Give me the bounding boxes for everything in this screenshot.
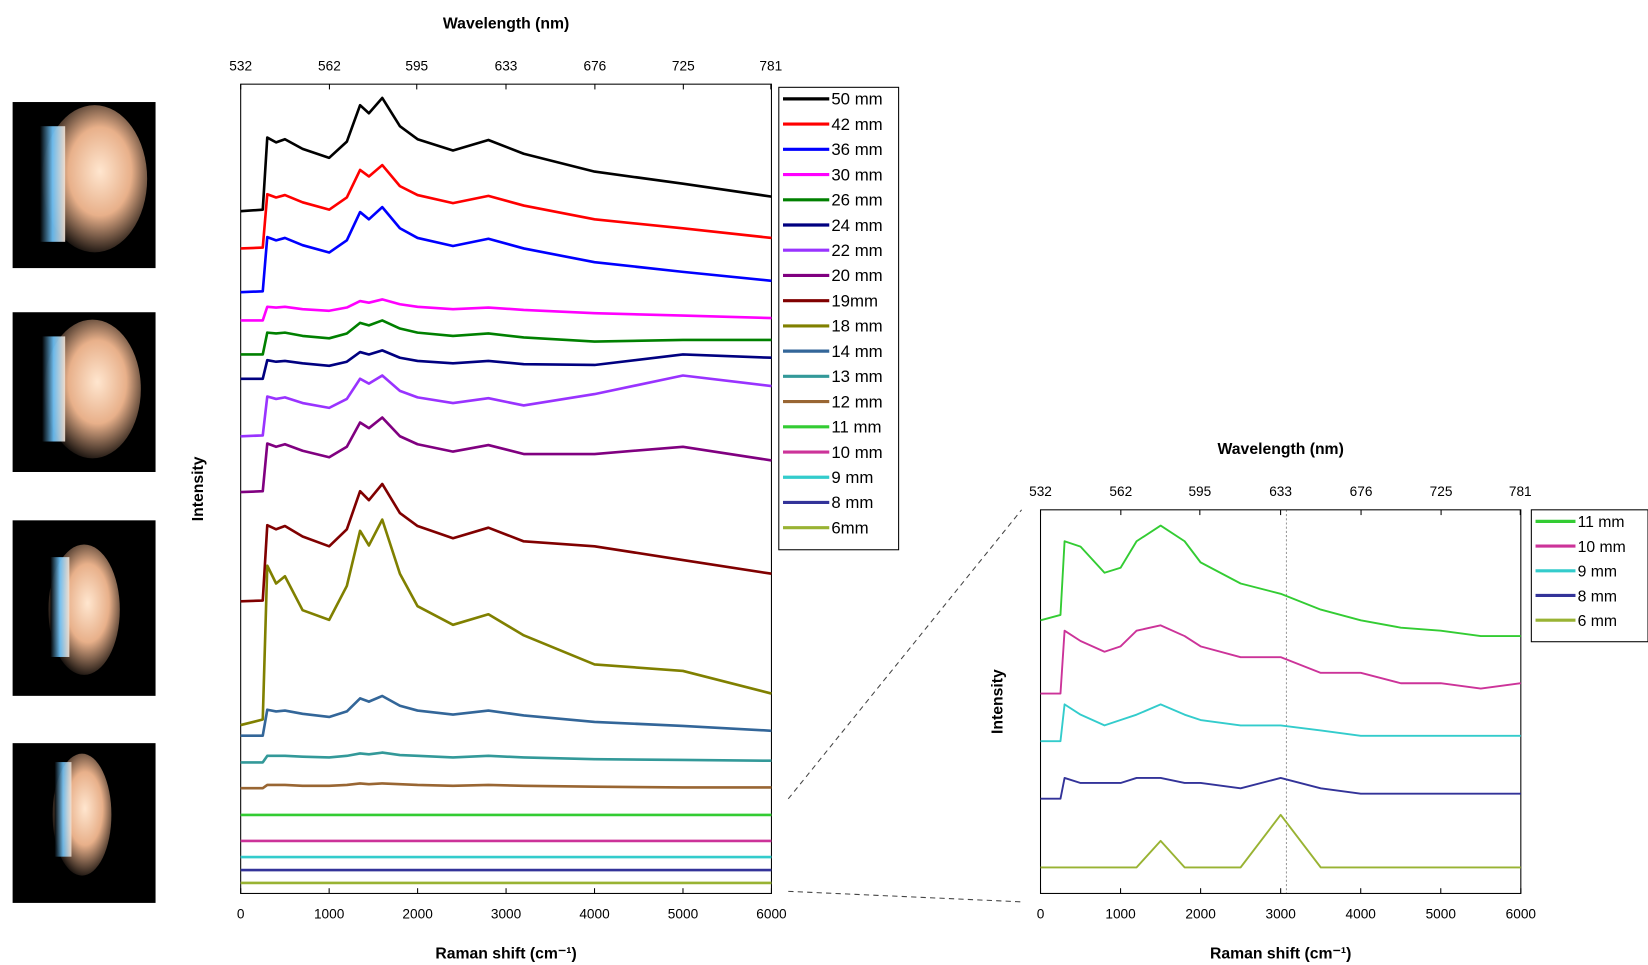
legend-label: 8 mm (831, 493, 873, 512)
x-tick-label: 5000 (1426, 907, 1457, 922)
x2-tick-label: 633 (1269, 484, 1292, 499)
x-tick-label: 5000 (668, 907, 699, 922)
photo-flame (39, 126, 66, 242)
x2-tick-label: 781 (1509, 484, 1532, 499)
series-line (240, 349, 772, 381)
legend-label: 6mm (831, 518, 868, 537)
y-axis-title: Intensity (990, 669, 1007, 734)
legend-label: 11 mm (831, 418, 881, 437)
series-line (240, 319, 772, 356)
legend-label: 11 mm (1578, 514, 1625, 531)
series-line (240, 163, 772, 250)
series-line (1040, 703, 1521, 743)
series-line (240, 518, 772, 727)
x2-tick-label: 725 (672, 59, 695, 74)
x2-tick-label: 676 (583, 59, 606, 74)
series-line (240, 298, 772, 322)
series-line (1040, 524, 1521, 637)
y-axis-title: Intensity (190, 456, 207, 521)
x2-axis-title: Wavelength (nm) (1218, 441, 1344, 458)
legend-label: 10 mm (1578, 539, 1626, 556)
photo-flame (44, 319, 141, 459)
plot-frame (240, 83, 772, 894)
x-axis-title: Raman shift (cm⁻¹) (435, 946, 576, 963)
legend-label: 18 mm (831, 317, 882, 336)
x-tick-label: 4000 (579, 907, 610, 922)
photo-flame (42, 105, 148, 253)
photo-flame (54, 762, 72, 857)
x2-tick-label: 633 (495, 59, 518, 74)
legend-label: 30 mm (831, 165, 882, 184)
legend-label: 8 mm (1578, 588, 1617, 605)
x-tick-label: 1000 (1105, 907, 1136, 922)
x2-tick-label: 595 (1188, 484, 1211, 499)
legend-label: 13 mm (831, 367, 882, 386)
x-tick-label: 0 (237, 907, 245, 922)
x-tick-label: 4000 (1346, 907, 1377, 922)
series-line (240, 751, 772, 764)
x-tick-label: 3000 (491, 907, 522, 922)
x2-tick-label: 725 (1430, 484, 1453, 499)
series-line (240, 416, 772, 494)
legend-label: 9 mm (831, 468, 873, 487)
legend-label: 20 mm (831, 266, 882, 285)
series-line (1040, 624, 1521, 695)
x2-tick-label: 562 (318, 59, 341, 74)
series-line (1040, 776, 1521, 800)
series-line (1040, 813, 1521, 869)
legend-label: 26 mm (831, 191, 882, 210)
photo-flame (42, 336, 66, 442)
legend-label: 19mm (831, 291, 878, 310)
x-tick-label: 2000 (402, 907, 433, 922)
legend-label: 10 mm (831, 443, 882, 462)
x2-tick-label: 676 (1350, 484, 1373, 499)
series-line (240, 782, 772, 790)
legend-label: 50 mm (831, 90, 882, 109)
series-line (240, 96, 772, 213)
legend-label: 42 mm (831, 115, 882, 134)
series-line (240, 694, 772, 738)
x2-axis-title: Wavelength (nm) (443, 15, 569, 32)
series-line (240, 482, 772, 603)
photo-flame (50, 557, 70, 657)
x-axis-title: Raman shift (cm⁻¹) (1210, 946, 1351, 963)
x-tick-label: 3000 (1265, 907, 1296, 922)
x-tick-label: 2000 (1185, 907, 1216, 922)
legend-label: 12 mm (831, 392, 882, 411)
legend-label: 22 mm (831, 241, 882, 260)
zoom-line (787, 509, 1023, 800)
legend-label: 14 mm (831, 342, 882, 361)
x-tick-label: 0 (1037, 907, 1045, 922)
x2-tick-label: 595 (405, 59, 428, 74)
x2-tick-label: 532 (1029, 484, 1052, 499)
photos (12, 102, 156, 903)
legend-label: 36 mm (831, 140, 882, 159)
series-line (240, 205, 772, 294)
plot-frame (1039, 509, 1522, 894)
x2-tick-label: 532 (229, 59, 252, 74)
series-line (240, 374, 772, 438)
zoom-line (788, 890, 1022, 903)
legend-box (778, 86, 900, 551)
x-tick-label: 6000 (1506, 907, 1537, 922)
x2-tick-label: 562 (1109, 484, 1132, 499)
legend-label: 24 mm (831, 216, 882, 235)
x2-tick-label: 781 (759, 59, 782, 74)
x-tick-label: 1000 (314, 907, 345, 922)
x-tick-label: 6000 (756, 907, 787, 922)
legend-label: 9 mm (1578, 564, 1617, 581)
legend-label: 6 mm (1578, 613, 1617, 630)
